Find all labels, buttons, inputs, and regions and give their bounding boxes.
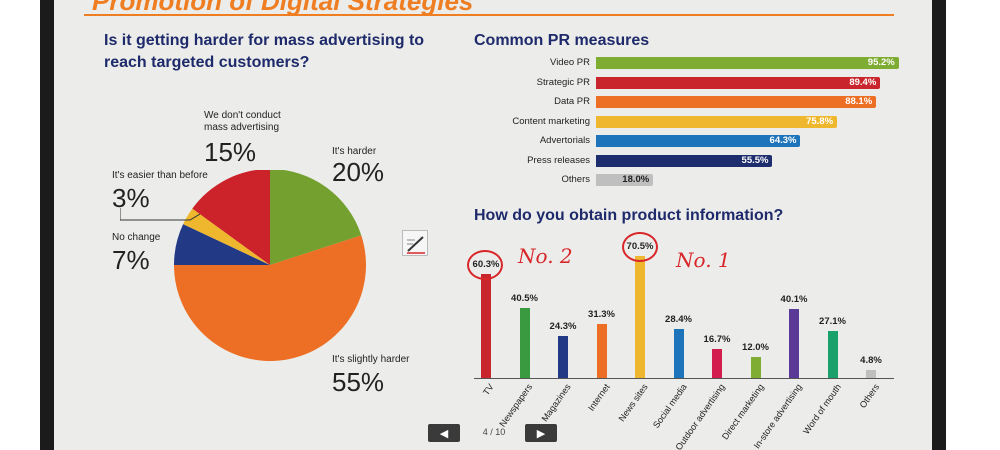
pie-pct-no-advertising: 15% [204,137,257,167]
info-bar-value: 31.3% [588,308,615,320]
pr-bar-value: 64.3% [769,135,797,146]
info-bar-category: Magazines [540,382,574,424]
info-bar [673,328,684,378]
pr-bar: 18.0% [596,174,654,186]
pr-bar-label: Data PR [554,96,590,107]
pie-chart [174,170,366,361]
pr-bar-value: 89.4% [849,76,877,88]
info-bar [789,308,799,378]
pr-bar-value: 88.1% [845,96,873,107]
pr-bar-label: Strategic PR [536,76,590,88]
pie-slice-it-s-slightly-harder [174,235,366,361]
annotation-circle-news-sites [622,232,658,262]
pr-bar-row: Content marketing 75.8% [474,115,914,128]
pie-slice-we-don-t-conduct-mass-advertising [192,170,270,265]
pr-bar-value: 18.0% [622,174,650,185]
pie-slice-it-s-easier-than-before [183,208,270,265]
annotation-no2: No. 2 [518,244,573,268]
pr-bar-label: Press releases [527,154,590,166]
info-bar [519,307,530,378]
pie-pct-easier: 3% [112,183,150,213]
info-bar [827,331,838,378]
info-bar-category: Word of mouth [800,382,843,436]
pr-bar-row: Press releases 55.5% [474,154,914,167]
pr-bar-row: Video PR 95.2% [474,57,914,69]
info-bar [712,349,722,378]
pr-bar: 75.8% [596,115,838,128]
info-bar-category: Internet [585,382,612,413]
next-slide-button[interactable]: ▶ [525,424,557,442]
pie-pct-no-change: 7% [112,245,150,275]
pie-label-no-change: No change [112,232,161,243]
info-bar [481,273,491,378]
pen-edit-glyph [407,236,425,254]
pr-bar-value: 55.5% [741,154,769,166]
pr-chart-heading: Common PR measures [474,32,650,49]
info-chart-baseline [474,378,894,379]
info-bar [750,357,761,378]
info-bar-category: Social media [650,382,689,430]
info-bar [866,369,876,378]
pie-label-slightly-harder: It's slightly harder [332,354,410,365]
pie-chart-question: Is it getting harder for mass advertisin… [104,32,425,71]
pr-bar: 64.3% [596,135,801,147]
slide-screen: Promotion of Digital Strategies Is it ge… [54,0,932,450]
monitor-bezel-right [932,0,946,450]
info-bar-category: News sites [617,382,651,424]
pie-leader-line [120,208,200,221]
pr-bar-row: Advertorials 64.3% [474,135,914,147]
pr-bar-row: Data PR 88.1% [474,96,914,108]
pr-bar-label: Advertorials [539,135,590,146]
info-bar-value: 4.8% [860,354,882,366]
info-bar-category: TV [481,382,497,398]
pr-bar: 95.2% [596,57,899,69]
pr-bar-value: 95.2% [867,57,895,68]
info-bar-value: 12.0% [742,342,769,354]
info-bar-value: 16.7% [703,334,731,346]
info-chart-heading: How do you obtain product information? [474,207,784,224]
pr-bar-label: Content marketing [512,115,590,127]
pen-edit-icon[interactable] [402,230,428,256]
info-bar [596,323,607,378]
info-bar-value: 40.1% [780,293,808,305]
pie-pct-harder: 20% [332,157,385,187]
pr-bar-row: Others 18.0% [474,174,914,186]
info-bar-value: 27.1% [819,316,846,328]
info-bar-value: 40.5% [511,292,538,304]
info-bar [558,335,568,378]
pr-bar: 55.5% [596,154,773,167]
pr-bar-row: Strategic PR 89.4% [474,76,914,89]
title-underline [84,14,894,16]
annotation-circle-tv [467,250,503,280]
pie-slice-it-s-harder [270,170,362,265]
info-bar-value: 24.3% [549,320,577,332]
pr-bar: 89.4% [596,76,881,89]
arrow-right-icon: ▶ [536,427,546,440]
info-bar-value: 28.4% [665,313,692,325]
arrow-left-icon: ◀ [439,427,449,440]
monitor-bezel-left [40,0,54,450]
pr-bar: 88.1% [596,96,877,108]
info-bar-category: Others [857,382,882,410]
page-indicator: 4 / 10 [482,427,506,437]
pie-slice-no-change [174,224,270,265]
info-bar-category: Newspapers [497,382,535,429]
info-bar [635,256,645,378]
pr-bar-label: Video PR [550,57,590,68]
pr-bar-label: Others [561,174,590,185]
pie-label-easier: It's easier than before [112,170,208,181]
slide-title: Promotion of Digital Strategies [92,0,474,16]
pie-pct-slightly-harder: 55% [332,367,385,397]
previous-slide-button[interactable]: ◀ [428,424,460,442]
pr-bar-chart: Video PR 95.2% Strategic PR 89.4% Data PR 88.… [474,57,914,197]
pie-label-no-advertising: We don't conduct mass advertising [204,110,281,133]
pie-label-harder: It's harder [332,146,377,157]
annotation-no1: No. 1 [676,248,731,272]
pr-bar-value: 75.8% [806,115,834,127]
